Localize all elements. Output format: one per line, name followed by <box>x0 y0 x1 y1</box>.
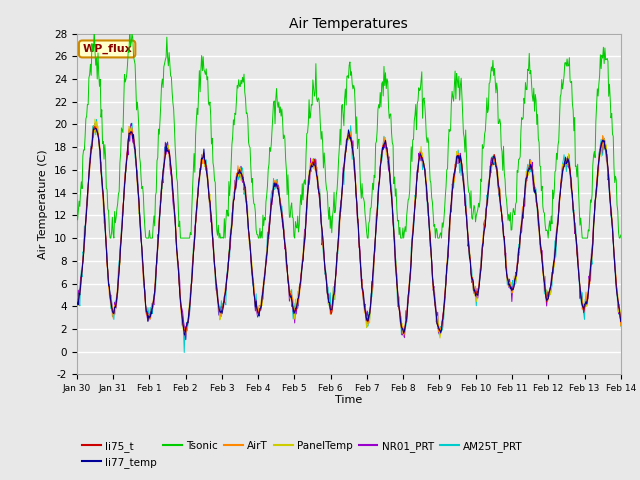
PanelTemp <box>140 266 147 272</box>
Line: NR01_PRT: NR01_PRT <box>77 123 621 340</box>
Tsonic <box>83 113 90 119</box>
PanelTemp <box>431 302 439 308</box>
PanelTemp <box>416 155 424 161</box>
AM25T_PRT <box>83 199 90 205</box>
Line: AM25T_PRT: AM25T_PRT <box>77 120 621 352</box>
li77_temp <box>417 151 424 157</box>
li77_temp <box>181 332 189 338</box>
PanelTemp <box>195 178 202 183</box>
li75_t <box>433 312 440 317</box>
Tsonic <box>126 25 134 31</box>
AM25T_PRT <box>617 324 625 329</box>
li77_temp <box>73 299 81 305</box>
NR01_PRT <box>73 296 81 302</box>
NR01_PRT <box>433 308 440 314</box>
li77_temp <box>224 264 232 270</box>
AirT <box>73 293 81 299</box>
AirT <box>400 334 408 339</box>
li77_temp <box>433 310 440 315</box>
NR01_PRT <box>83 204 90 209</box>
AirT <box>433 309 440 315</box>
AM25T_PRT <box>180 349 188 355</box>
Tsonic <box>433 226 440 231</box>
li77_temp <box>617 319 625 324</box>
AM25T_PRT <box>196 180 204 185</box>
Legend: li75_t, li77_temp, Tsonic, AirT, PanelTemp, NR01_PRT, AM25T_PRT: li75_t, li77_temp, Tsonic, AirT, PanelTe… <box>82 441 522 468</box>
Line: AirT: AirT <box>77 126 621 336</box>
PanelTemp <box>91 116 99 122</box>
li75_t <box>83 207 90 213</box>
AirT <box>83 202 90 207</box>
NR01_PRT <box>91 120 99 126</box>
Tsonic <box>224 213 232 219</box>
Line: Tsonic: Tsonic <box>77 28 621 238</box>
Tsonic <box>417 87 424 93</box>
li77_temp <box>92 126 100 132</box>
li77_temp <box>140 271 147 276</box>
AM25T_PRT <box>140 265 147 271</box>
AM25T_PRT <box>433 319 440 325</box>
NR01_PRT <box>617 321 625 326</box>
Line: PanelTemp: PanelTemp <box>77 119 621 338</box>
AirT <box>195 181 202 187</box>
li75_t <box>223 271 231 277</box>
li75_t <box>91 124 99 130</box>
NR01_PRT <box>196 174 204 180</box>
Tsonic <box>196 68 204 73</box>
X-axis label: Time: Time <box>335 395 362 405</box>
AM25T_PRT <box>73 300 81 306</box>
PanelTemp <box>617 323 625 328</box>
NR01_PRT <box>140 273 147 279</box>
li75_t <box>140 270 147 276</box>
li75_t <box>417 150 424 156</box>
li75_t <box>400 329 408 335</box>
Tsonic <box>140 212 148 218</box>
AM25T_PRT <box>224 265 232 271</box>
Line: li77_temp: li77_temp <box>77 129 621 335</box>
li75_t <box>195 183 202 189</box>
AirT <box>140 278 147 284</box>
li77_temp <box>83 208 90 214</box>
Y-axis label: Air Temperature (C): Air Temperature (C) <box>38 149 48 259</box>
PanelTemp <box>436 335 444 341</box>
AM25T_PRT <box>417 148 424 154</box>
Tsonic <box>73 197 81 203</box>
PanelTemp <box>223 276 231 282</box>
NR01_PRT <box>417 153 424 158</box>
li77_temp <box>196 176 204 181</box>
Title: Air Temperatures: Air Temperatures <box>289 17 408 31</box>
li75_t <box>617 319 625 324</box>
AM25T_PRT <box>93 117 100 122</box>
NR01_PRT <box>182 337 189 343</box>
AirT <box>90 123 97 129</box>
AirT <box>223 274 231 280</box>
Tsonic <box>106 235 114 241</box>
li75_t <box>73 296 81 302</box>
PanelTemp <box>73 298 81 304</box>
Text: WP_flux: WP_flux <box>82 44 132 54</box>
NR01_PRT <box>224 260 232 265</box>
PanelTemp <box>83 205 90 211</box>
Line: li75_t: li75_t <box>77 127 621 332</box>
AirT <box>417 153 424 158</box>
AirT <box>617 323 625 329</box>
Tsonic <box>617 232 625 238</box>
